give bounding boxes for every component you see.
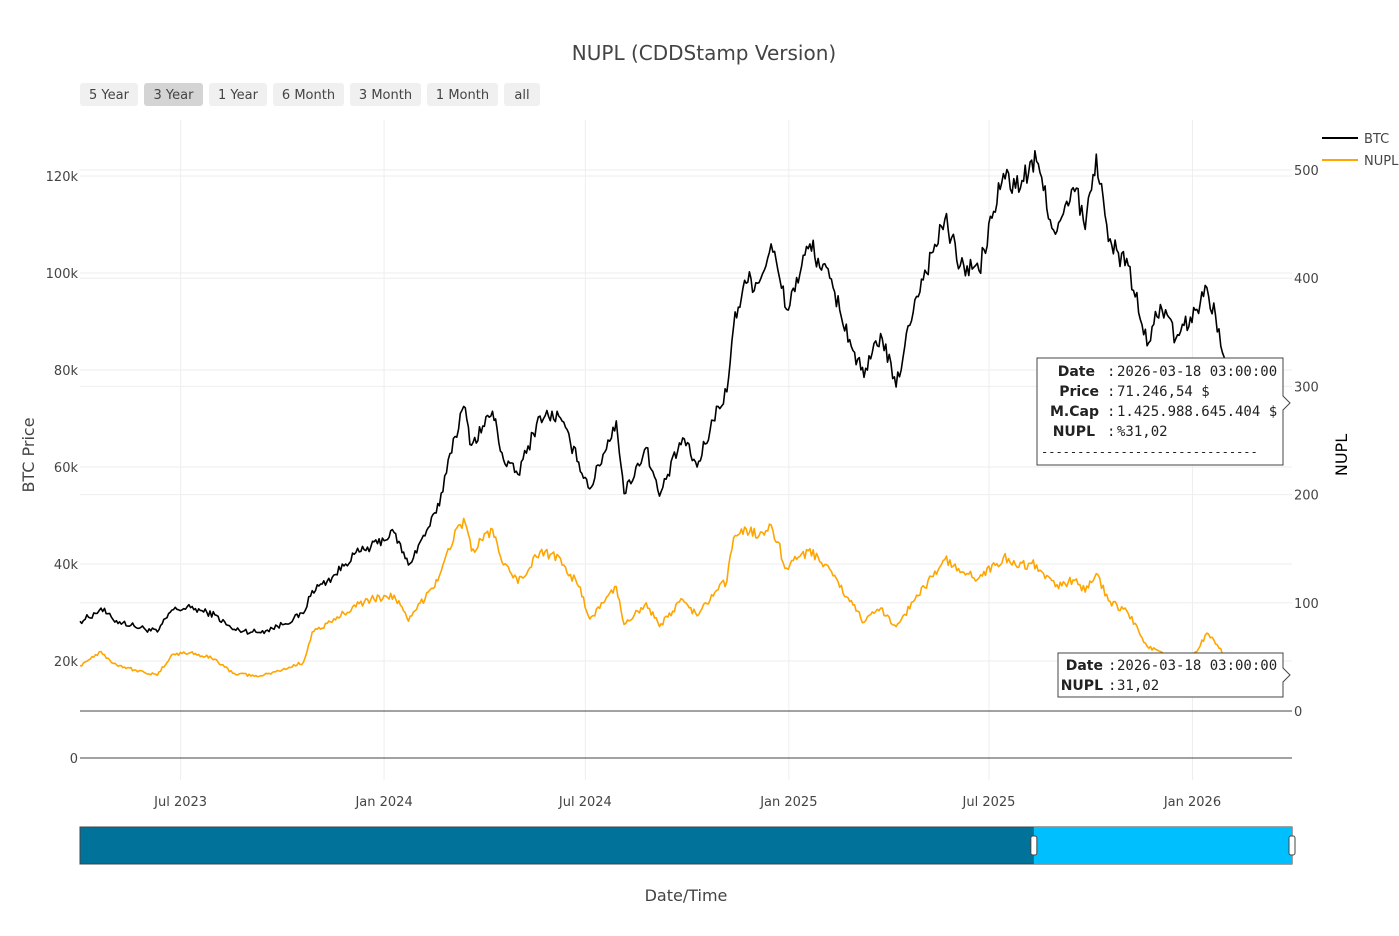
legend-label-nupl[interactable]: NUPL	[1364, 154, 1399, 169]
tooltip-key-price: Price	[1059, 384, 1099, 400]
range-slider-handle-left[interactable]	[1030, 835, 1038, 856]
range-button-label: 1 Year	[218, 88, 259, 103]
chart-title: NUPL (CDDStamp Version)	[572, 41, 836, 65]
y-left-tick-label: 100k	[46, 267, 79, 282]
range-button-6-month[interactable]	[273, 83, 344, 106]
tooltip-value-date: 2026-03-18 03:00:00	[1117, 658, 1277, 674]
tooltip-value-date: 2026-03-18 03:00:00	[1117, 364, 1277, 380]
y-left-tick-label: 80k	[54, 364, 79, 379]
range-selector: 5 Year 3 Year 1 Year 6 Month 3 Month 1 Month a…	[80, 83, 540, 106]
tooltip-key-date: Date	[1058, 364, 1095, 380]
range-button-3-month[interactable]	[350, 83, 421, 106]
y-right-tick-label: 500	[1294, 164, 1319, 179]
series-line-btc[interactable]	[79, 150, 1284, 635]
tooltip-box	[1057, 652, 1291, 698]
range-button-label: 1 Month	[436, 88, 489, 103]
y-right-axis-title: NUPL	[1332, 434, 1351, 476]
tooltip-colon: :	[1108, 658, 1116, 674]
y-left-tick-label: 60k	[54, 461, 79, 476]
range-button-5-year[interactable]	[80, 83, 138, 106]
range-button-1-month[interactable]	[427, 83, 498, 106]
tooltip-key-nupl: NUPL	[1053, 424, 1095, 440]
x-axis-title: Date/Time	[645, 886, 728, 905]
tooltip-colon: :	[1107, 424, 1115, 440]
x-tick-label: Jul 2025	[962, 795, 1016, 810]
tooltip-value-price: 71.246,54 $	[1117, 384, 1210, 400]
tooltip-value-nupl: %31,02	[1117, 424, 1168, 440]
range-button-label: 3 Month	[359, 88, 412, 103]
y-right-tick-label: 0	[1294, 705, 1302, 720]
tooltip-key-date: Date	[1066, 658, 1103, 674]
x-axis-ticks: Jul 2023 Jan 2024 Jul 2024 Jan 2025 Jul 2025…	[153, 795, 1221, 810]
x-tick-label: Jul 2024	[558, 795, 612, 810]
y-left-tick-label: 120k	[46, 170, 79, 185]
y-left-tick-label: 0	[70, 752, 78, 767]
tooltip-value-mcap: 1.425.988.645.404 $	[1117, 404, 1277, 420]
tooltip-separator: ------------------------------	[1041, 445, 1258, 459]
tooltip-colon: :	[1107, 404, 1115, 420]
range-button-all[interactable]	[504, 83, 540, 106]
hover-tooltip-nupl: Date : 2026-03-18 03:00:00 NUPL : 31,02	[1057, 652, 1291, 698]
y-right-tick-label: 300	[1294, 380, 1319, 395]
y-right-tick-label: 200	[1294, 489, 1319, 504]
tooltip-colon: :	[1108, 678, 1116, 694]
range-slider-window[interactable]	[1033, 827, 1292, 864]
range-button-3-year[interactable]	[144, 83, 203, 106]
range-slider-handle-right[interactable]	[1288, 835, 1296, 856]
range-button-label: all	[514, 88, 529, 103]
x-tick-label: Jan 2026	[1163, 795, 1221, 810]
tooltip-key-nupl: NUPL	[1061, 678, 1103, 694]
series-line-nupl[interactable]	[79, 517, 1284, 680]
y-left-tick-label: 20k	[54, 655, 79, 670]
x-tick-label: Jan 2025	[759, 795, 817, 810]
series-lines[interactable]	[79, 150, 1284, 680]
tooltip-colon: :	[1107, 384, 1115, 400]
y-right-axis-ticks: 0 100 200 300 400 500	[1294, 164, 1319, 720]
tooltip-key-mcap: M.Cap	[1050, 404, 1099, 420]
y-right-tick-label: 400	[1294, 272, 1319, 287]
range-button-label: 6 Month	[282, 88, 335, 103]
y-left-axis-ticks: 0 20k 40k 60k 80k 100k 120k	[46, 170, 79, 767]
y-left-axis-title: BTC Price	[19, 417, 38, 492]
range-button-label: 5 Year	[89, 88, 130, 103]
hover-tooltip-btc: Date : 2026-03-18 03:00:00 Price : 71.24…	[1036, 357, 1291, 466]
y-right-tick-label: 100	[1294, 597, 1319, 612]
tooltip-colon: :	[1107, 364, 1115, 380]
tooltip-value-nupl: 31,02	[1117, 678, 1159, 694]
x-tick-label: Jul 2023	[153, 795, 207, 810]
tooltip-box	[1036, 357, 1291, 466]
range-button-label: 3 Year	[154, 88, 195, 103]
y-left-tick-label: 40k	[54, 558, 79, 573]
legend-label-btc[interactable]: BTC	[1364, 132, 1389, 147]
x-tick-label: Jan 2024	[354, 795, 412, 810]
range-slider[interactable]	[79, 826, 1296, 865]
legend[interactable]: BTC NUPL	[1322, 132, 1399, 169]
range-button-1-year[interactable]	[209, 83, 267, 106]
